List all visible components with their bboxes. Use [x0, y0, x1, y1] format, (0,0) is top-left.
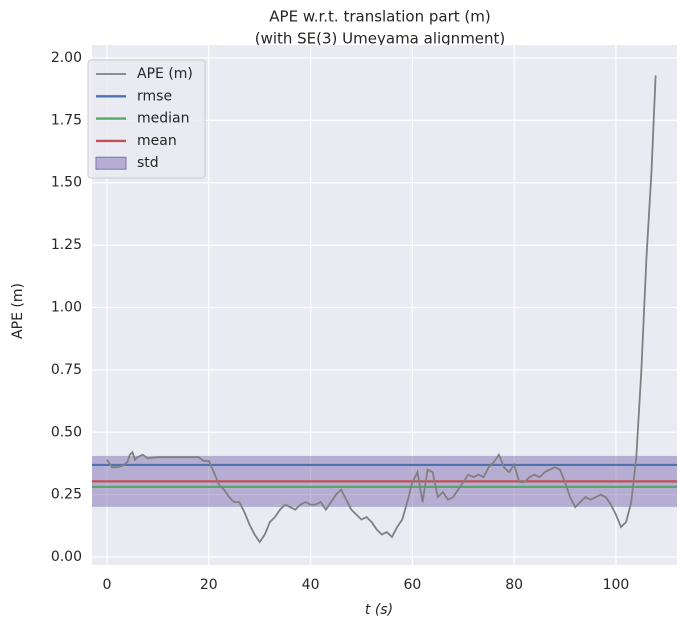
y-tick-label: 0.50: [51, 424, 82, 440]
y-axis-label: APE (m): [10, 283, 26, 339]
x-tick-label: 20: [200, 577, 218, 593]
y-tick-label: 1.00: [51, 299, 82, 315]
y-tick-label: 0.75: [51, 362, 82, 378]
y-tick-label: 2.00: [51, 50, 82, 66]
y-tick-label: 1.50: [51, 175, 82, 191]
legend-label: median: [137, 111, 189, 127]
legend-box: [87, 59, 206, 179]
y-tick-label: 0.00: [51, 549, 82, 565]
y-tick-label: 1.75: [51, 112, 82, 128]
legend-label: rmse: [137, 88, 172, 104]
y-tick-label: 0.25: [51, 487, 82, 503]
x-axis-label: t (s): [365, 602, 393, 618]
legend: APE (m) rmse median mean std: [87, 59, 206, 179]
chart-subtitle: (with SE(3) Umeyama alignment): [255, 30, 506, 48]
y-tick-label: 1.25: [51, 237, 82, 253]
legend-swatch: [95, 156, 127, 170]
legend-label: APE (m): [137, 66, 193, 82]
chart-title: APE w.r.t. translation part (m): [269, 8, 490, 26]
x-tick-label: 100: [603, 577, 630, 593]
legend-label: std: [137, 155, 159, 171]
x-tick-label: 0: [103, 577, 112, 593]
x-tick-label: 60: [403, 577, 421, 593]
x-tick-label: 40: [302, 577, 320, 593]
legend-label: mean: [137, 133, 177, 149]
x-tick-label: 80: [505, 577, 523, 593]
ape-line: [106, 75, 657, 544]
